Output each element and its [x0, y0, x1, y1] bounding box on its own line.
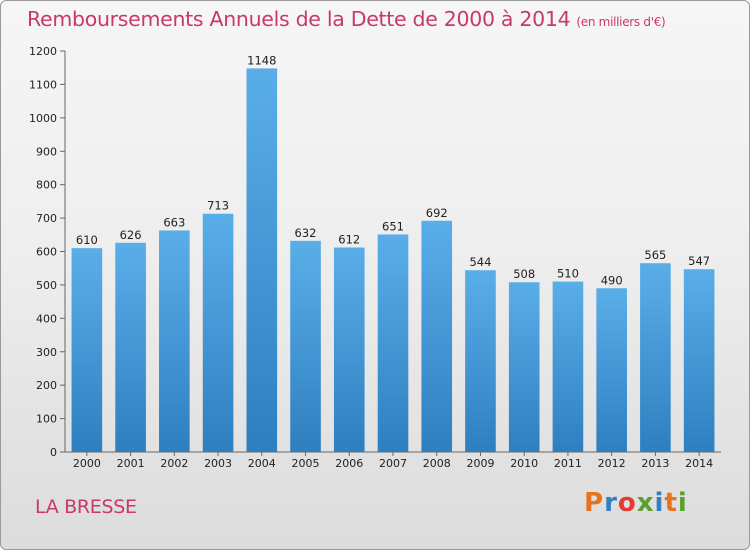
proxiti-logo[interactable]: Proxiti [584, 488, 688, 518]
x-tick-label: 2011 [554, 457, 582, 470]
x-tick-label: 2003 [204, 457, 232, 470]
logo-letter: i [654, 488, 665, 518]
x-tick-label: 2010 [510, 457, 538, 470]
x-tick-label: 2012 [598, 457, 626, 470]
y-tick-label: 1200 [29, 45, 57, 58]
logo-letter: P [584, 488, 605, 518]
logo-letter: t [664, 488, 678, 518]
bar [421, 220, 453, 452]
data-label: 544 [469, 255, 491, 269]
logo-letter: i [677, 488, 688, 518]
place-name: LA BRESSE [35, 496, 137, 518]
logo-letter: o [617, 488, 637, 518]
bars: 610 626 663 713 1148 632 612 651 692 544 508 510 490… [71, 53, 715, 453]
data-label: 510 [557, 267, 579, 281]
logo-letter: r [604, 488, 618, 518]
bar [640, 263, 671, 452]
x-tick-label: 2006 [335, 457, 363, 470]
y-tick-label: 700 [36, 212, 57, 225]
data-label: 632 [295, 226, 317, 240]
y-tick-label: 1100 [29, 78, 57, 91]
bar [71, 248, 103, 452]
bar [552, 281, 584, 452]
x-tick-label: 2005 [292, 457, 320, 470]
x-tick-label: 2001 [117, 457, 145, 470]
y-tick-label: 1000 [29, 112, 57, 125]
y-tick-label: 900 [36, 145, 57, 158]
data-label: 713 [207, 199, 229, 213]
bar [465, 270, 496, 452]
data-label: 692 [426, 206, 448, 220]
bar [159, 230, 190, 452]
data-label: 1148 [247, 53, 276, 67]
chart-title-text: Remboursements Annuels de la Dette de 20… [27, 7, 571, 31]
bar [508, 282, 540, 452]
y-tick-label: 600 [36, 246, 57, 259]
bar [246, 68, 278, 453]
y-tick-label: 200 [36, 379, 57, 392]
y-tick-label: 100 [36, 413, 57, 426]
x-tick-label: 2004 [248, 457, 276, 470]
bar [596, 288, 627, 452]
x-tick-label: 2000 [73, 457, 101, 470]
y-tick-label: 400 [36, 312, 57, 325]
data-label: 565 [644, 248, 666, 262]
bar [333, 247, 365, 452]
x-tick-label: 2009 [466, 457, 494, 470]
data-label: 508 [513, 267, 535, 281]
x-tick-label: 2002 [160, 457, 188, 470]
data-label: 612 [338, 232, 360, 246]
bar [115, 242, 146, 452]
data-label: 490 [601, 273, 623, 287]
y-tick-label: 800 [36, 179, 57, 192]
x-tick-label: 2014 [685, 457, 713, 470]
axes: 0 100 200 300 400 500 600 700 800 900 1000 1100 1200… [29, 45, 721, 470]
data-label: 610 [76, 233, 98, 247]
chart-title: Remboursements Annuels de la Dette de 20… [27, 7, 666, 31]
data-label: 663 [163, 215, 185, 229]
chart-unit: (en milliers d'€) [576, 15, 666, 29]
y-tick-label: 500 [36, 279, 57, 292]
y-tick-label: 300 [36, 346, 57, 359]
data-label: 626 [120, 228, 142, 242]
x-tick-label: 2008 [423, 457, 451, 470]
bar [377, 234, 409, 452]
y-tick-label: 0 [50, 446, 57, 459]
x-tick-label: 2013 [641, 457, 669, 470]
x-tick-label: 2007 [379, 457, 407, 470]
bar [202, 213, 234, 452]
bar [683, 269, 715, 452]
data-label: 651 [382, 219, 404, 233]
logo-letter: x [636, 488, 655, 518]
data-label: 547 [688, 254, 710, 268]
bar [290, 240, 321, 452]
